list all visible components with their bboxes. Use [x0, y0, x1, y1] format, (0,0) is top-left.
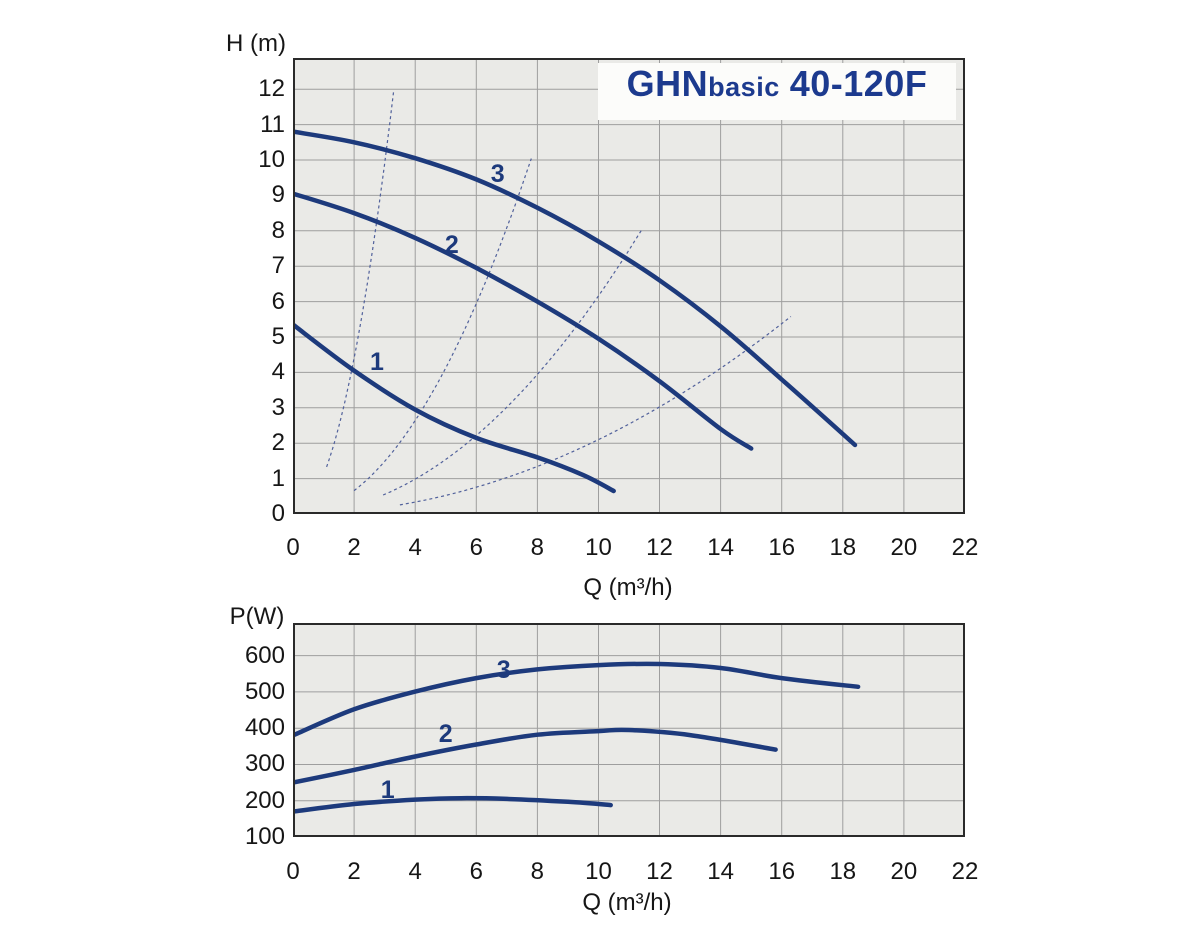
y-tick-label: 12: [258, 75, 285, 103]
power-chart-plot: [293, 623, 965, 837]
pump-curve-speed-3: [293, 661, 861, 738]
y-tick-label: 10: [258, 145, 285, 173]
title-brand: GHN: [626, 63, 709, 104]
y-tick-label: 1: [271, 464, 285, 492]
system-curve: [399, 316, 792, 506]
plot-border: [293, 623, 965, 837]
y-tick-label: 6: [271, 287, 285, 315]
power-x-axis-title: Q (m³/h): [582, 889, 672, 916]
y-tick-label: 600: [244, 641, 285, 669]
y-tick-label: 8: [271, 216, 285, 244]
x-tick-label: 16: [768, 534, 796, 561]
y-tick-label: 4: [271, 358, 285, 386]
pump-curve-speed-1: [293, 322, 616, 494]
pump-curve-speed-2: [293, 191, 754, 451]
x-tick-label: 10: [585, 858, 612, 885]
x-tick-label: 2: [347, 534, 361, 561]
x-tick-label: 22: [951, 858, 979, 885]
curve-label-2: 2: [444, 230, 459, 259]
curve-label-2: 2: [438, 719, 453, 748]
head-chart-plot: [293, 58, 965, 514]
x-tick-label: 2: [347, 858, 361, 885]
y-tick-label: 400: [244, 714, 285, 742]
x-tick-label: 10: [585, 534, 612, 561]
x-tick-label: 20: [890, 858, 918, 885]
pump-curve-speed-3: [293, 129, 858, 448]
y-tick-label: 5: [271, 322, 285, 350]
system-curve: [382, 230, 642, 496]
y-tick-label: 2: [271, 429, 285, 457]
x-tick-label: 18: [829, 534, 857, 561]
head-x-axis-title: Q (m³/h): [583, 574, 673, 601]
x-tick-label: 18: [829, 858, 857, 885]
title-variant: basic: [708, 72, 780, 102]
plot-border: [293, 58, 965, 514]
pump-curve-speed-2: [293, 727, 778, 785]
head-y-axis-title: H (m): [226, 30, 286, 57]
x-tick-label: 12: [646, 858, 673, 885]
y-tick-label: 300: [244, 750, 285, 778]
power-y-axis-title: P(W): [229, 603, 285, 630]
plot-background: [293, 58, 965, 514]
x-tick-label: 8: [530, 858, 545, 885]
curve-label-3: 3: [496, 656, 511, 685]
x-tick-label: 16: [768, 858, 796, 885]
curve-label-1: 1: [370, 347, 384, 376]
curve-label-3: 3: [490, 160, 505, 189]
curve-label-1: 1: [380, 775, 395, 804]
x-tick-label: 12: [646, 534, 673, 561]
title-model: 40-120F: [789, 63, 928, 104]
y-tick-label: 9: [271, 181, 285, 209]
system-curve: [326, 89, 395, 468]
pump-curve-speed-1: [293, 795, 613, 814]
y-tick-label: 7: [271, 252, 285, 280]
x-tick-label: 4: [408, 858, 422, 885]
y-tick-label: 3: [271, 393, 285, 421]
x-tick-label: 6: [469, 534, 483, 561]
x-tick-label: 4: [408, 534, 422, 561]
y-tick-label: 500: [244, 677, 285, 705]
y-tick-label: 200: [244, 786, 285, 814]
chart-title-box: GHN basic 40-120F: [598, 63, 956, 120]
x-tick-label: 20: [890, 534, 918, 561]
x-tick-label: 6: [469, 858, 483, 885]
y-tick-label: 11: [260, 110, 285, 138]
y-tick-label: 0: [271, 500, 285, 527]
x-tick-label: 14: [707, 534, 734, 561]
y-tick-label: 100: [244, 823, 285, 850]
x-tick-label: 0: [286, 858, 300, 885]
x-tick-label: 14: [707, 858, 734, 885]
x-tick-label: 8: [530, 534, 545, 561]
x-tick-label: 22: [951, 534, 979, 561]
x-tick-label: 0: [286, 534, 300, 561]
